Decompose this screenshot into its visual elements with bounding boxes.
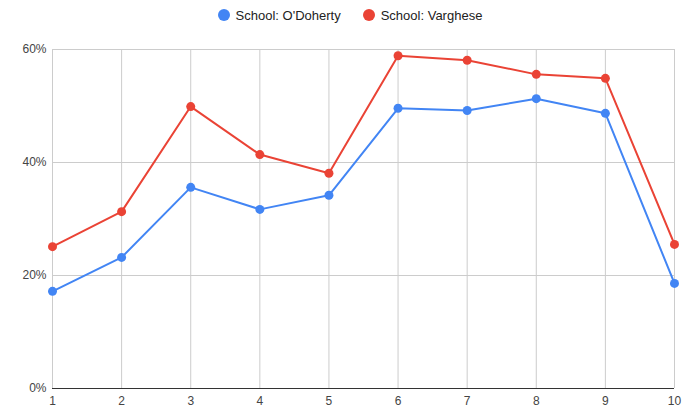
svg-text:40%: 40% — [22, 155, 46, 169]
svg-text:3: 3 — [187, 394, 194, 408]
svg-text:4: 4 — [256, 394, 263, 408]
svg-text:6: 6 — [395, 394, 402, 408]
svg-text:60%: 60% — [22, 42, 46, 56]
svg-text:20%: 20% — [22, 268, 46, 282]
svg-text:2: 2 — [118, 394, 125, 408]
svg-text:10: 10 — [668, 394, 682, 408]
svg-text:0%: 0% — [29, 381, 47, 395]
svg-text:8: 8 — [533, 394, 540, 408]
svg-text:1: 1 — [49, 394, 56, 408]
svg-text:9: 9 — [602, 394, 609, 408]
svg-text:7: 7 — [464, 394, 471, 408]
html-text:School: Varghese: School: Varghese — [380, 7, 483, 23]
html-text:School: O'Doherty: School: O'Doherty — [235, 7, 341, 23]
svg-text:5: 5 — [326, 394, 333, 408]
